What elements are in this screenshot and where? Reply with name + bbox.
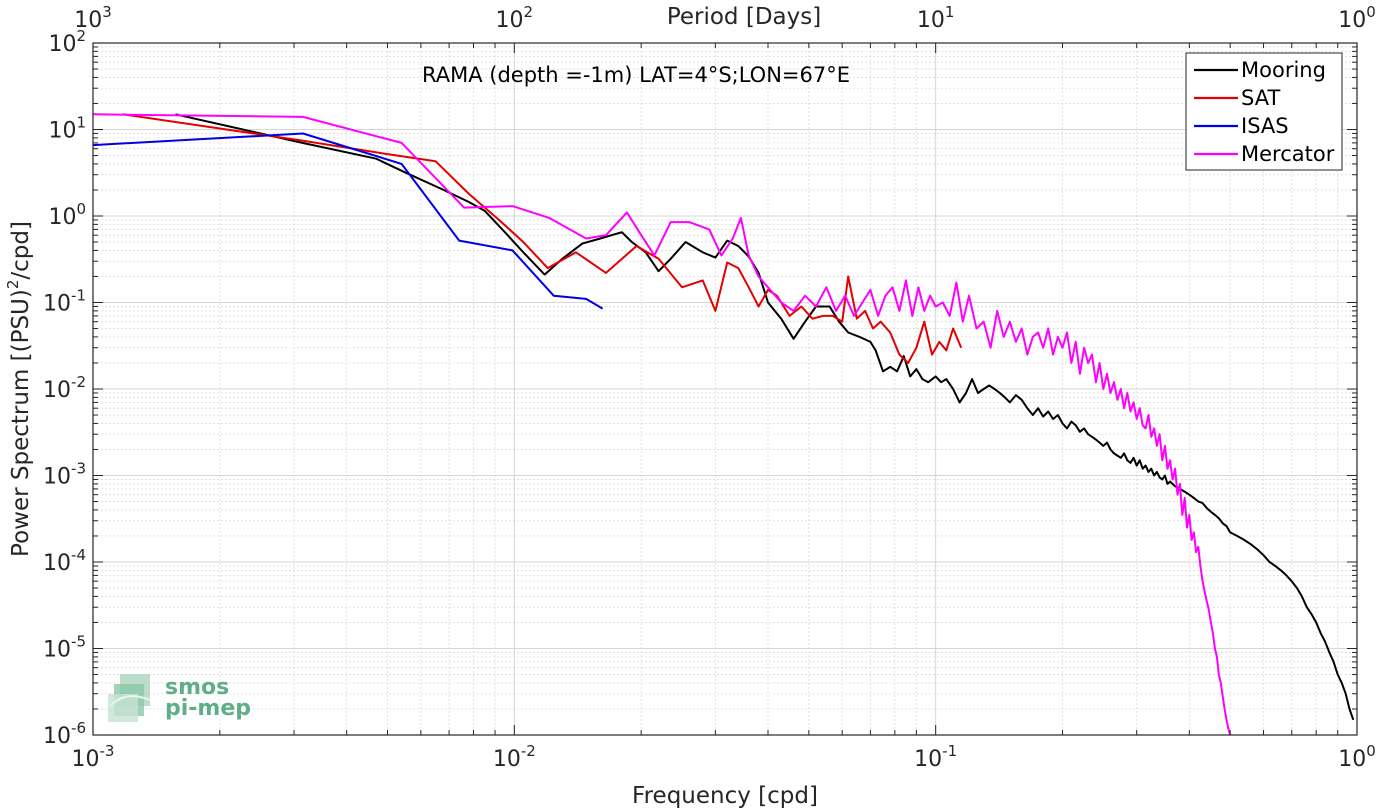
series-line-sat [123, 113, 963, 364]
y-tick-label-base: 10 [43, 551, 71, 576]
legend-label-sat: SAT [1241, 86, 1280, 110]
legend: Mooring SAT ISAS Mercator [1185, 52, 1343, 171]
series-line-mercator [93, 113, 1232, 735]
y-tick-label: 10-1 [43, 287, 86, 317]
top-tick-label: 103 [74, 3, 112, 33]
y-tick-label-base: 10 [43, 292, 71, 317]
y-tick-label-exp: -4 [71, 546, 86, 564]
x-tick-label: 10-1 [914, 742, 957, 772]
x-axis-label: Frequency [cpd] [632, 783, 818, 809]
y-tick-label-base: 10 [48, 205, 76, 230]
y-tick-label: 10-2 [43, 373, 86, 403]
chart-title: RAMA (depth =-1m) LAT=4°S;LON=67°E [422, 63, 850, 87]
x-tick-label-base: 10 [72, 747, 100, 772]
legend-label-mooring: Mooring [1241, 58, 1326, 82]
x-tick-label-exp: -2 [521, 742, 536, 760]
top-tick-label: 101 [917, 3, 955, 33]
x-tick-label: 10-3 [72, 742, 115, 772]
top-tick-label-base: 10 [1338, 8, 1366, 33]
x-tick-label-exp: 0 [1366, 742, 1376, 760]
y-axis-label-main: Power Spectrum [(PSU) [8, 289, 34, 557]
y-tick-label: 101 [48, 114, 86, 144]
y-tick-label: 102 [48, 27, 86, 57]
x-tick-label-base: 10 [914, 747, 942, 772]
x-tick-label-exp: -3 [100, 742, 115, 760]
top-axis-label: Period [Days] [667, 4, 821, 30]
minor-grid [93, 43, 1357, 735]
y-tick-label-exp: -2 [71, 373, 86, 391]
top-tick-label: 100 [1338, 3, 1376, 33]
y-tick-label-base: 10 [43, 724, 71, 749]
top-tick-label-exp: 3 [102, 3, 112, 21]
y-axis-label-tail: /cpd] [8, 221, 34, 280]
series-layer [93, 113, 1355, 735]
top-tick-labels: 103 102 101 100 [74, 3, 1376, 33]
y-tick-label-base: 10 [48, 119, 76, 144]
x-tick-label: 10-2 [493, 742, 536, 772]
y-tick-label: 10-3 [43, 460, 86, 490]
y-tick-label-exp: -5 [71, 633, 86, 651]
legend-label-isas: ISAS [1241, 114, 1289, 138]
legend-label-mercator: Mercator [1241, 142, 1335, 166]
y-tick-label: 10-5 [43, 633, 86, 663]
y-tick-label-exp: 0 [76, 200, 86, 218]
y-tick-label-exp: 1 [76, 114, 86, 132]
y-tick-label-base: 10 [43, 465, 71, 490]
y-axis-label-sup: 2 [4, 280, 22, 290]
legend-box [1185, 52, 1343, 171]
y-tick-label: 10-6 [43, 719, 86, 749]
top-tick-label-exp: 0 [1366, 3, 1376, 21]
top-tick-label-base: 10 [74, 8, 102, 33]
y-tick-label-exp: -3 [71, 460, 86, 478]
top-tick-label-exp: 1 [945, 3, 955, 21]
logo-graphic-icon [108, 674, 151, 722]
y-tick-label-base: 10 [43, 378, 71, 403]
y-tick-label-exp: -6 [71, 719, 86, 737]
logo-line1: smos [165, 675, 229, 700]
top-tick-label-exp: 2 [524, 3, 534, 21]
x-tick-labels: 10-3 10-2 10-1 100 [72, 742, 1376, 772]
y-tick-label-base: 10 [48, 32, 76, 57]
top-tick-label-base: 10 [496, 8, 524, 33]
logo-line2: pi-mep [165, 696, 251, 721]
x-tick-label: 100 [1338, 742, 1376, 772]
top-tick-label: 102 [496, 3, 534, 33]
x-tick-label-base: 10 [493, 747, 521, 772]
smos-pi-mep-logo: smos pi-mep [108, 674, 251, 722]
series-line-isas [93, 132, 604, 310]
y-tick-label-exp: 2 [76, 27, 86, 45]
series-line-mooring [175, 113, 1355, 721]
x-tick-label-base: 10 [1338, 747, 1366, 772]
y-tick-label: 100 [48, 200, 86, 230]
tick-marks [92, 42, 1358, 736]
y-tick-label: 10-4 [43, 546, 86, 576]
x-tick-label-exp: -1 [942, 742, 957, 760]
y-axis-label: Power Spectrum [(PSU)2/cpd] [4, 221, 34, 557]
top-tick-label-base: 10 [917, 8, 945, 33]
major-grid [92, 42, 1358, 736]
y-tick-label-base: 10 [43, 638, 71, 663]
y-tick-label-exp: -1 [71, 287, 86, 305]
